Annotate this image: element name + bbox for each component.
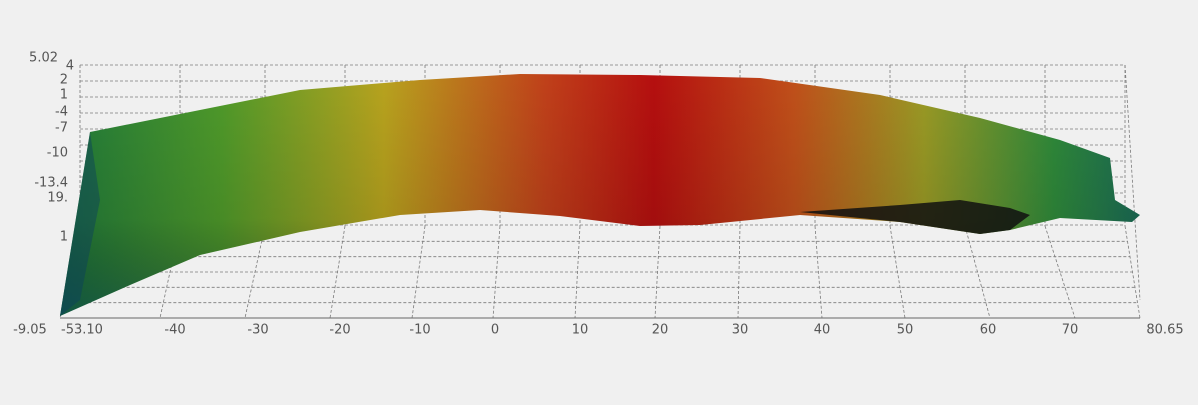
x-tick-label: -20	[329, 323, 350, 338]
x-tick-label: 70	[1062, 323, 1079, 338]
viewport: -9.05 -53.10 -40 -30 -20 -10 0 10 20 30 40 50 60 70 80…	[0, 0, 1198, 405]
x-tick-label: 0	[491, 323, 499, 338]
z-tick-label: 19.	[47, 191, 68, 206]
x-tick-label: 50	[897, 323, 914, 338]
x-tick-label: 10	[572, 323, 589, 338]
z-tick-label: -7	[55, 121, 68, 136]
x-tick-label: 40	[814, 323, 831, 338]
z-tick-label: 5.02	[29, 51, 58, 66]
x-tick-label: -10	[409, 323, 430, 338]
z-tick-label: 2	[60, 73, 68, 88]
z-tick-label: -13.4	[34, 176, 68, 191]
z-tick-label: -4	[55, 105, 68, 120]
z-tick-label: 1	[60, 88, 68, 103]
x-tick-label: 20	[652, 323, 669, 338]
x-tick-label: 30	[732, 323, 749, 338]
z-tick-label: 4	[66, 59, 74, 74]
z-tick-label: -10	[47, 146, 68, 161]
z-tick-label: 1	[60, 230, 68, 245]
x-tick-label: 80.65	[1146, 323, 1183, 338]
x-tick-label: 60	[980, 323, 997, 338]
x-tick-label: -30	[247, 323, 268, 338]
x-tick-label: -40	[164, 323, 185, 338]
x-tick-label: -9.05	[13, 323, 47, 338]
x-tick-label: -53.10	[61, 323, 103, 338]
